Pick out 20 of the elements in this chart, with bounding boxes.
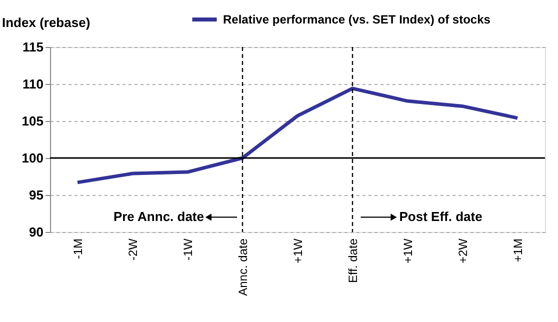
x-tick-label: Annc. date [236, 238, 250, 296]
y-axis-title: Index (rebase) [2, 15, 90, 30]
annotation: Pre Annc. date [113, 209, 204, 224]
annotation: Post Eff. date [399, 209, 482, 224]
legend-label: Relative performance (vs. SET Index) of stocks [223, 12, 491, 26]
x-tick-label: +2W [456, 238, 470, 264]
y-tick-label: 100 [22, 150, 44, 166]
x-tick-label: Eff. date [346, 238, 360, 283]
y-tick-label: 105 [22, 114, 44, 128]
x-tick-label: -1M [71, 238, 85, 260]
x-tick-label: -1W [181, 238, 195, 260]
line-series [76, 86, 520, 184]
y-tick-label: 110 [22, 76, 44, 92]
x-tick-label: +1M [511, 238, 525, 262]
x-tick-label: +1W [401, 238, 415, 264]
y-tick-label: 95 [29, 188, 44, 202]
x-tick-label: -2W [126, 238, 140, 260]
y-tick-label: 90 [29, 224, 44, 240]
x-tick-label: +1W [291, 238, 305, 264]
y-tick-label: 115 [22, 40, 44, 54]
